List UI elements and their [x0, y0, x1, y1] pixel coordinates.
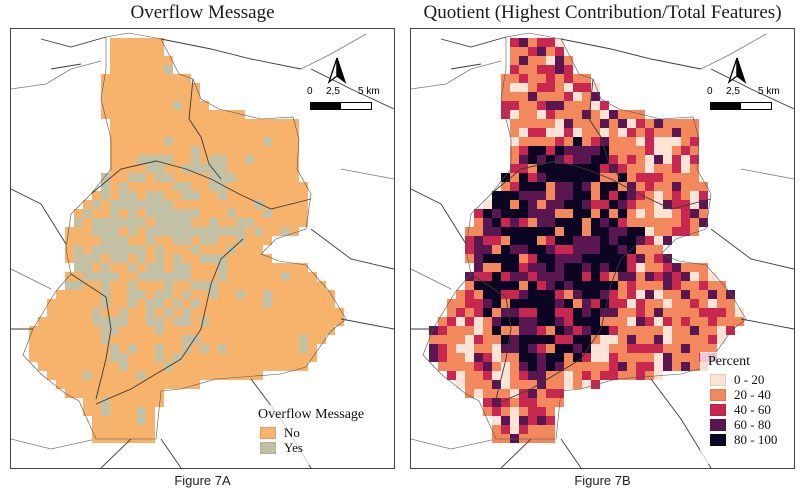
legend-swatch [260, 441, 276, 454]
map-b-legend: Percent 0 - 20 20 - 40 40 - 60 60 - 80 8… [700, 352, 793, 464]
legend-label: 60 - 80 [734, 416, 771, 432]
legend-label: Yes [284, 439, 303, 455]
legend-swatch [260, 426, 276, 439]
figure-caption-a: Figure 7A [174, 473, 231, 488]
scale-bar [710, 102, 772, 110]
map-b-title: Quotient (Highest Contribution/Total Fea… [423, 2, 782, 23]
scale-label-0: 0 [307, 86, 313, 97]
map-a-scale: 0 2,5 5 km [302, 56, 392, 128]
map-a-canvas[interactable] [11, 29, 394, 468]
legend-title: Overflow Message [258, 407, 365, 422]
legend-swatch [710, 373, 726, 386]
legend-item-40-60: 40 - 60 [700, 402, 793, 417]
legend-label: No [284, 424, 300, 440]
legend-item-yes: Yes [250, 440, 390, 455]
map-a-title: Overflow Message [130, 2, 275, 23]
map-a-panel[interactable] [10, 28, 395, 469]
map-b-scale: 0 2,5 5 km [702, 56, 792, 128]
legend-item-60-80: 60 - 80 [700, 417, 793, 432]
grid-cells [429, 38, 744, 443]
legend-title: Percent [708, 354, 750, 369]
legend-swatch [710, 433, 726, 446]
legend-label: 0 - 20 [734, 371, 765, 387]
scale-label-0: 0 [707, 86, 713, 97]
scale-label-max: 5 km [358, 86, 380, 97]
legend-item-20-40: 20 - 40 [700, 387, 793, 402]
legend-swatch [710, 388, 726, 401]
scale-label-mid: 2,5 [326, 86, 340, 97]
scale-bar [310, 102, 372, 110]
legend-swatch [710, 418, 726, 431]
grid-cells [29, 38, 344, 443]
figure-caption-b: Figure 7B [574, 473, 631, 488]
legend-label: 20 - 40 [734, 386, 771, 402]
legend-label: 80 - 100 [734, 431, 778, 447]
scale-label-max: 5 km [758, 86, 780, 97]
north-arrow-icon [727, 57, 747, 84]
legend-item-0-20: 0 - 20 [700, 372, 793, 387]
legend-label: 40 - 60 [734, 401, 771, 417]
legend-swatch [710, 403, 726, 416]
map-a-legend: Overflow Message No Yes [250, 405, 390, 465]
scale-label-mid: 2,5 [726, 86, 740, 97]
legend-item-80-100: 80 - 100 [700, 432, 793, 447]
north-arrow-icon [327, 57, 347, 84]
legend-item-no: No [250, 425, 390, 440]
